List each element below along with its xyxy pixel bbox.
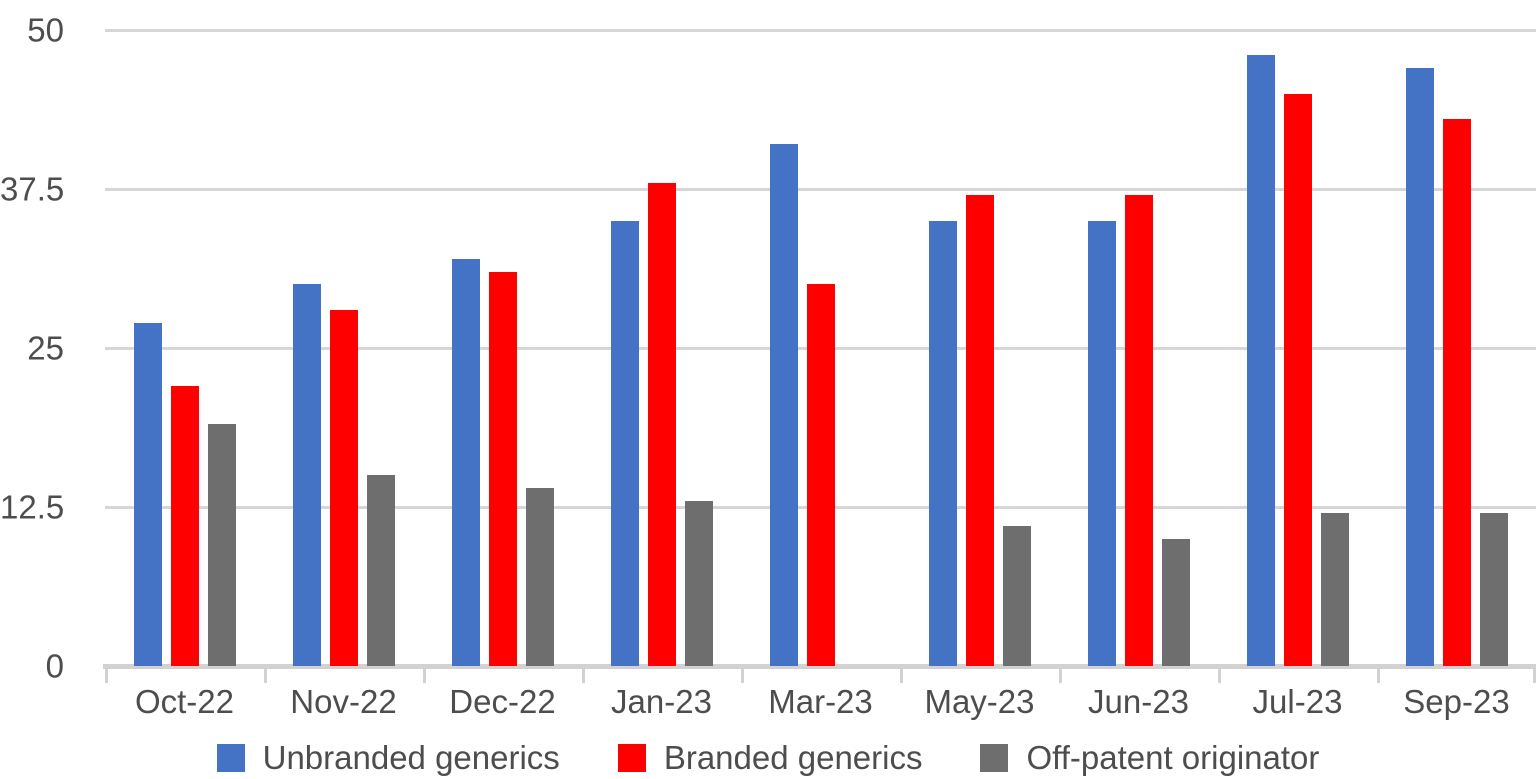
legend-swatch-icon (617, 743, 646, 772)
bar-off-patent-originator-jan-23 (684, 500, 713, 666)
bar-unbranded-generics-jul-23 (1246, 55, 1275, 666)
bar-off-patent-originator-nov-22 (366, 475, 395, 666)
bar-unbranded-generics-mar-23 (769, 144, 798, 666)
x-axis-label-jan-23: Jan-23 (611, 683, 712, 720)
y-axis-label-0: 0 (45, 647, 64, 685)
x-axis-tick (264, 668, 267, 683)
gridline-50 (105, 28, 1536, 32)
x-axis-label-jun-23: Jun-23 (1088, 683, 1189, 720)
bar-branded-generics-may-23 (965, 195, 994, 666)
x-axis-tick (423, 668, 426, 683)
x-axis-label-oct-22: Oct-22 (134, 683, 235, 720)
bar-branded-generics-jun-23 (1124, 195, 1153, 666)
x-axis-tick (582, 668, 585, 683)
legend-swatch-icon (980, 743, 1009, 772)
bar-branded-generics-jan-23 (647, 182, 676, 666)
bar-branded-generics-jul-23 (1283, 93, 1312, 666)
x-axis-tick (741, 668, 744, 683)
x-axis-tick (1218, 668, 1221, 683)
x-axis-label-dec-22: Dec-22 (449, 683, 556, 720)
bar-unbranded-generics-sep-23 (1405, 68, 1434, 666)
legend-item-branded-generics: Branded generics (617, 739, 923, 776)
bar-branded-generics-oct-22 (170, 386, 199, 666)
x-axis-label-jul-23: Jul-23 (1252, 683, 1343, 720)
bar-off-patent-originator-sep-23 (1479, 513, 1508, 666)
bar-branded-generics-nov-22 (329, 309, 358, 666)
legend-item-unbranded-generics: Unbranded generics (216, 739, 560, 776)
x-axis-line (103, 664, 1536, 669)
bar-branded-generics-sep-23 (1442, 119, 1471, 666)
bar-off-patent-originator-may-23 (1002, 526, 1031, 666)
y-axis-label-50: 50 (27, 11, 64, 49)
legend-label: Branded generics (663, 739, 923, 776)
x-axis-tick (105, 668, 108, 683)
bar-unbranded-generics-dec-22 (451, 258, 480, 666)
legend-swatch-icon (216, 743, 245, 772)
x-axis-tick (900, 668, 903, 683)
legend-item-off-patent-originator: Off-patent originator (980, 741, 1319, 774)
x-axis-label-mar-23: Mar-23 (768, 683, 873, 720)
bar-unbranded-generics-nov-22 (292, 284, 321, 666)
bar-branded-generics-dec-22 (488, 271, 517, 666)
bar-unbranded-generics-jan-23 (610, 220, 639, 666)
y-axis-label-37.5: 37.5 (0, 170, 65, 208)
x-axis-label-may-23: May-23 (924, 683, 1035, 720)
bar-branded-generics-mar-23 (806, 284, 835, 666)
plot-area (103, 28, 1536, 683)
bar-unbranded-generics-may-23 (928, 220, 957, 666)
x-axis-tick (1059, 668, 1062, 683)
x-axis-label-sep-23: Sep-23 (1403, 683, 1510, 720)
bar-unbranded-generics-oct-22 (133, 322, 162, 666)
bar-off-patent-originator-jun-23 (1161, 538, 1190, 666)
bar-off-patent-originator-jul-23 (1320, 513, 1349, 666)
x-axis-tick (1377, 668, 1380, 683)
legend-label: Unbranded generics (262, 739, 560, 776)
gridline-37.5 (105, 187, 1536, 191)
y-axis-label-12.5: 12.5 (0, 488, 65, 526)
bar-off-patent-originator-dec-22 (525, 487, 554, 666)
x-axis-label-nov-22: Nov-22 (290, 683, 397, 720)
y-axis-label-25: 25 (27, 329, 64, 367)
legend-label: Off-patent originator (1026, 739, 1320, 776)
x-axis-tick (1533, 668, 1536, 683)
bar-off-patent-originator-oct-22 (207, 424, 236, 666)
bar-unbranded-generics-jun-23 (1087, 220, 1116, 666)
chart-legend: Unbranded generics Branded generics Off-pa… (0, 741, 1536, 774)
